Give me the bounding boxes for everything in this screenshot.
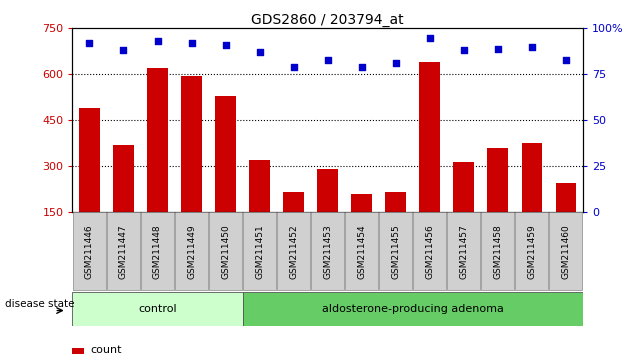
Text: GSM211458: GSM211458 [493,224,502,279]
Point [255,50,265,55]
Point [186,40,197,46]
Text: GSM211455: GSM211455 [391,224,400,279]
Point [561,57,571,62]
Bar [181,76,202,258]
Point [152,38,163,44]
FancyBboxPatch shape [107,212,140,290]
Point [425,35,435,40]
Point [323,57,333,62]
FancyBboxPatch shape [345,212,378,290]
FancyBboxPatch shape [311,212,344,290]
FancyBboxPatch shape [481,212,514,290]
Text: control: control [138,304,177,314]
FancyBboxPatch shape [447,212,480,290]
Bar [386,193,406,258]
Text: GSM211457: GSM211457 [459,224,468,279]
Point [118,47,129,53]
Bar [215,96,236,258]
Bar [72,348,84,354]
Text: GSM211452: GSM211452 [289,224,298,279]
Bar [147,68,168,258]
Text: GSM211448: GSM211448 [153,224,162,279]
FancyBboxPatch shape [141,212,174,290]
FancyBboxPatch shape [549,212,582,290]
Text: aldosterone-producing adenoma: aldosterone-producing adenoma [322,304,503,314]
FancyBboxPatch shape [73,212,106,290]
Bar [249,160,270,258]
Bar [318,170,338,258]
Point [391,61,401,66]
Text: GSM211459: GSM211459 [527,224,536,279]
Bar [556,183,576,258]
Point [84,40,94,46]
Bar [79,108,100,258]
FancyBboxPatch shape [175,212,208,290]
Title: GDS2860 / 203794_at: GDS2860 / 203794_at [251,13,404,27]
FancyBboxPatch shape [277,212,310,290]
Bar [420,62,440,258]
Text: GSM211449: GSM211449 [187,224,196,279]
Text: GSM211451: GSM211451 [255,224,264,279]
FancyBboxPatch shape [72,292,243,326]
Text: GSM211453: GSM211453 [323,224,332,279]
Point [357,64,367,70]
Bar [352,194,372,258]
Point [289,64,299,70]
Text: GSM211460: GSM211460 [561,224,570,279]
FancyBboxPatch shape [209,212,242,290]
Point [459,47,469,53]
FancyBboxPatch shape [413,212,446,290]
Text: GSM211450: GSM211450 [221,224,230,279]
Point [493,46,503,51]
Text: GSM211446: GSM211446 [85,224,94,279]
Bar [113,145,134,258]
Text: disease state: disease state [5,299,74,309]
FancyBboxPatch shape [515,212,548,290]
Text: count: count [90,344,122,354]
Text: GSM211456: GSM211456 [425,224,434,279]
FancyBboxPatch shape [243,212,276,290]
Point [527,44,537,50]
FancyBboxPatch shape [243,292,583,326]
Bar [522,143,542,258]
Bar [454,162,474,258]
Point [220,42,231,48]
Text: GSM211447: GSM211447 [119,224,128,279]
Bar [488,148,508,258]
Bar [284,193,304,258]
Text: GSM211454: GSM211454 [357,224,366,279]
FancyBboxPatch shape [379,212,412,290]
